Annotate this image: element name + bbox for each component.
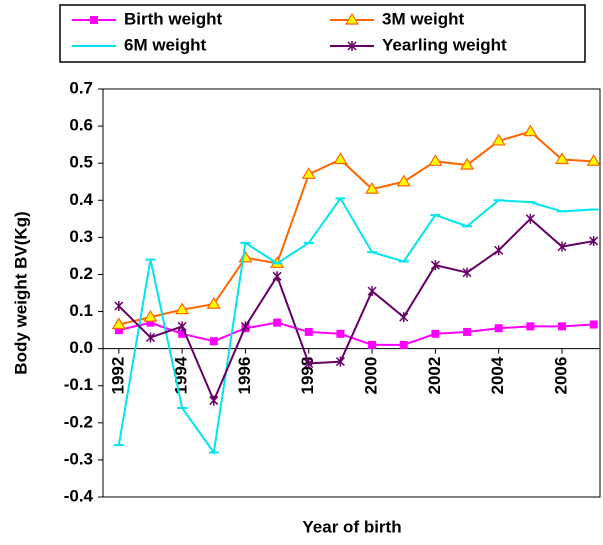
marker — [146, 318, 155, 327]
marker — [494, 324, 503, 333]
marker — [209, 395, 219, 406]
marker — [463, 327, 472, 336]
marker — [491, 133, 506, 146]
y-tick-label: 0.6 — [69, 116, 93, 135]
marker — [554, 152, 570, 165]
marker — [333, 152, 348, 165]
x-tick-label: 2000 — [362, 357, 381, 395]
y-tick-label: -0.4 — [64, 486, 94, 505]
marker — [304, 358, 314, 369]
y-tick-label: -0.1 — [64, 375, 93, 394]
y-tick-label: -0.3 — [64, 449, 93, 468]
y-tick-label: 0.5 — [69, 153, 93, 172]
marker — [301, 167, 316, 179]
marker — [365, 181, 380, 194]
marker — [90, 16, 98, 24]
marker — [523, 124, 538, 137]
y-tick-label: 0.0 — [69, 338, 93, 357]
marker — [431, 329, 440, 338]
marker — [114, 300, 124, 311]
x-tick-label: 1998 — [298, 357, 317, 395]
plot-area — [102, 88, 601, 498]
marker — [206, 296, 221, 309]
y-axis-title: Body weight BV(Kg) — [11, 211, 30, 374]
y-tick-label: -0.2 — [64, 412, 93, 431]
marker — [589, 236, 599, 247]
x-tick-label: 1992 — [108, 357, 127, 395]
y-tick-label: 0.3 — [69, 227, 93, 246]
x-tick-label: 2004 — [488, 356, 507, 394]
marker — [175, 302, 190, 315]
marker — [240, 321, 250, 332]
legend-label: 3M weight — [382, 9, 465, 28]
marker — [462, 267, 472, 278]
marker — [557, 241, 567, 252]
marker — [304, 327, 313, 336]
marker — [111, 317, 126, 330]
marker — [430, 260, 440, 271]
marker — [428, 154, 443, 166]
marker — [344, 12, 360, 25]
marker — [525, 213, 535, 224]
marker — [459, 157, 475, 170]
series-line — [118, 130, 594, 326]
marker — [526, 322, 535, 331]
marker — [145, 332, 156, 343]
x-tick-label: 2002 — [425, 357, 444, 395]
y-tick-label: 0.4 — [69, 190, 93, 209]
series-line — [117, 196, 594, 456]
marker — [177, 321, 187, 332]
legend-box — [59, 4, 586, 63]
y-tick-label: 0.2 — [69, 264, 93, 283]
marker — [368, 340, 377, 349]
marker — [272, 271, 282, 282]
marker — [367, 286, 377, 297]
marker — [336, 329, 345, 338]
y-tick-label: 0.1 — [69, 301, 93, 320]
y-tick-label: 0.7 — [69, 78, 93, 97]
marker — [143, 309, 158, 322]
series-line — [118, 321, 594, 346]
marker — [209, 337, 218, 346]
marker — [399, 312, 409, 323]
marker — [396, 174, 411, 187]
x-axis-title: Year of birth — [302, 517, 401, 536]
legend-label: 6M weight — [124, 35, 207, 54]
marker — [114, 326, 123, 335]
marker — [586, 154, 601, 166]
marker — [178, 329, 187, 338]
series-line — [118, 217, 594, 404]
marker — [273, 318, 282, 327]
legend-label: Birth weight — [124, 9, 223, 28]
marker — [589, 320, 598, 329]
marker — [558, 322, 567, 331]
marker — [335, 356, 345, 367]
legend-label: Yearling weight — [382, 35, 507, 54]
x-tick-label: 1996 — [235, 357, 254, 395]
marker — [494, 245, 504, 256]
x-tick-label: 2006 — [551, 357, 570, 395]
marker — [238, 250, 253, 263]
marker — [347, 41, 357, 51]
marker — [399, 340, 408, 349]
